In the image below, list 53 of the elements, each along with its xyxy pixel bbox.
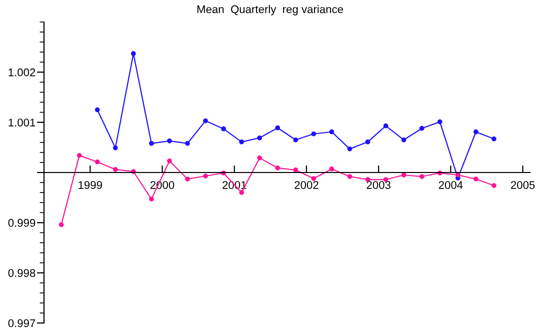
y-tick-label: 1.001 (8, 118, 36, 126)
point (275, 125, 280, 130)
point (401, 137, 406, 142)
x-tick-label: 2004 (438, 181, 463, 189)
point (492, 136, 496, 142)
point (437, 119, 442, 124)
point (419, 174, 424, 179)
x-tick-label: 2003 (366, 181, 390, 189)
point (94, 160, 100, 164)
y-tick-label: 0.998 (8, 269, 36, 277)
x-tick-label: 1999 (78, 181, 102, 189)
point (257, 156, 262, 160)
x-tick-label: 2002 (294, 181, 318, 189)
point (347, 174, 352, 179)
point (112, 145, 118, 150)
x-tick-label: 2005 (510, 181, 535, 189)
point (112, 167, 118, 172)
point (293, 137, 298, 142)
point (203, 174, 208, 178)
point (149, 140, 154, 146)
point (473, 129, 478, 134)
point (94, 107, 100, 112)
point (329, 166, 334, 172)
point (293, 168, 298, 172)
point (203, 118, 208, 124)
point (58, 222, 64, 228)
point (185, 140, 190, 146)
point (492, 183, 496, 188)
point (167, 138, 172, 144)
point (365, 139, 370, 144)
point (130, 51, 136, 56)
chart-title: Mean Quarterly reg variance (197, 4, 343, 16)
point (275, 166, 280, 170)
y-tick-label: 0.999 (8, 218, 36, 227)
point (455, 172, 460, 178)
y-tick-label: 0.997 (8, 319, 36, 328)
point (221, 126, 226, 132)
point (257, 135, 262, 140)
point (347, 146, 352, 152)
point (239, 139, 244, 144)
point (473, 176, 478, 182)
point (149, 196, 154, 202)
point (311, 131, 316, 136)
point (76, 153, 82, 158)
point (311, 176, 316, 181)
point (239, 190, 244, 195)
point (167, 158, 172, 164)
point (419, 126, 424, 131)
point (383, 123, 388, 128)
y-tick-label: 1.002 (8, 68, 36, 76)
point (185, 176, 190, 182)
point (401, 172, 406, 178)
point (329, 129, 334, 134)
